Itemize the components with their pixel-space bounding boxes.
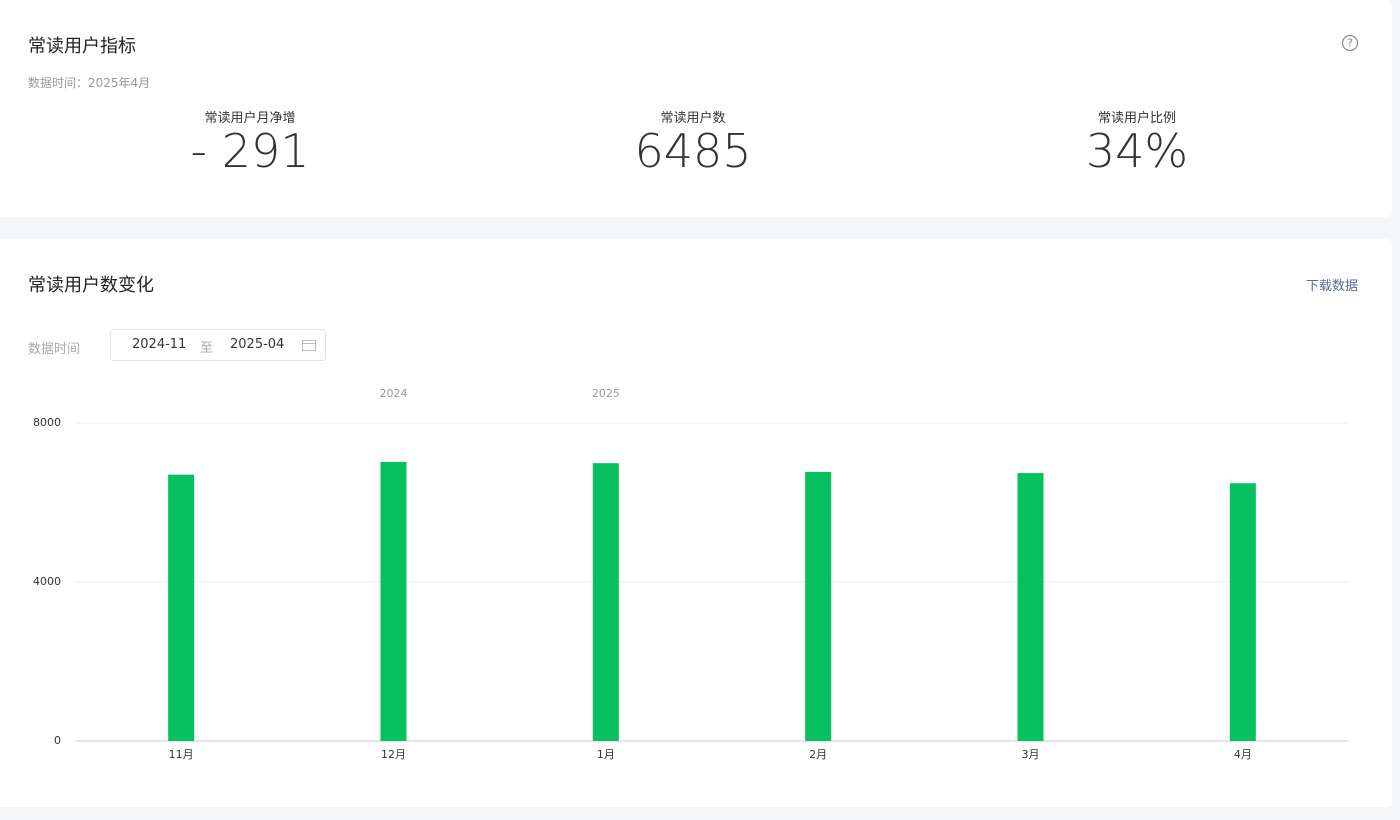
bar <box>1017 473 1044 741</box>
metrics-card: 常读用户指标 数据时间：2025年4月 ? 常读用户月净增 - 291 常读用户… <box>0 0 1392 217</box>
svg-text:?: ? <box>1347 37 1353 50</box>
bar <box>380 461 407 741</box>
date-range-picker[interactable]: 2024-11 至 2025-04 <box>110 329 326 361</box>
metric-label: 常读用户月净增 <box>204 111 296 126</box>
metric-value: - 291 <box>190 124 310 178</box>
card-title: 常读用户指标 <box>28 36 136 57</box>
y-tick-label: 0 <box>54 734 61 747</box>
y-tick-label: 4000 <box>33 575 61 588</box>
start-date[interactable]: 2024-11 <box>132 337 187 352</box>
calendar-icon <box>302 340 316 351</box>
x-tick-label: 4月 <box>1234 748 1252 761</box>
x-tick-label: 2月 <box>809 748 827 761</box>
x-tick-label: 3月 <box>1022 748 1040 761</box>
trend-card: 常读用户数变化 下载数据 数据时间 2024-11 至 2025-04 <box>0 239 1392 807</box>
year-label: 2024 <box>380 387 408 400</box>
y-tick-label: 8000 <box>33 416 61 429</box>
bar <box>1229 483 1256 741</box>
bar <box>168 474 195 741</box>
x-tick-label: 11月 <box>169 748 194 761</box>
end-date[interactable]: 2025-04 <box>230 337 285 352</box>
filter-label: 数据时间 <box>28 342 81 357</box>
separator: 至 <box>200 341 214 356</box>
metric-value: 34% <box>1085 124 1189 178</box>
card-title: 常读用户数变化 <box>28 275 154 296</box>
help-icon[interactable]: ? <box>1341 34 1359 52</box>
year-label: 2025 <box>592 387 620 400</box>
x-tick-label: 12月 <box>381 748 406 761</box>
bar <box>592 463 619 741</box>
download-link[interactable]: 下载数据 <box>1305 279 1358 294</box>
bar <box>805 471 832 741</box>
data-time: 数据时间：2025年4月 <box>28 76 151 90</box>
metric-label: 常读用户数 <box>660 111 726 126</box>
metric-label: 常读用户比例 <box>1097 111 1176 126</box>
metric-value: 6485 <box>634 124 752 178</box>
x-tick-label: 1月 <box>597 748 615 761</box>
